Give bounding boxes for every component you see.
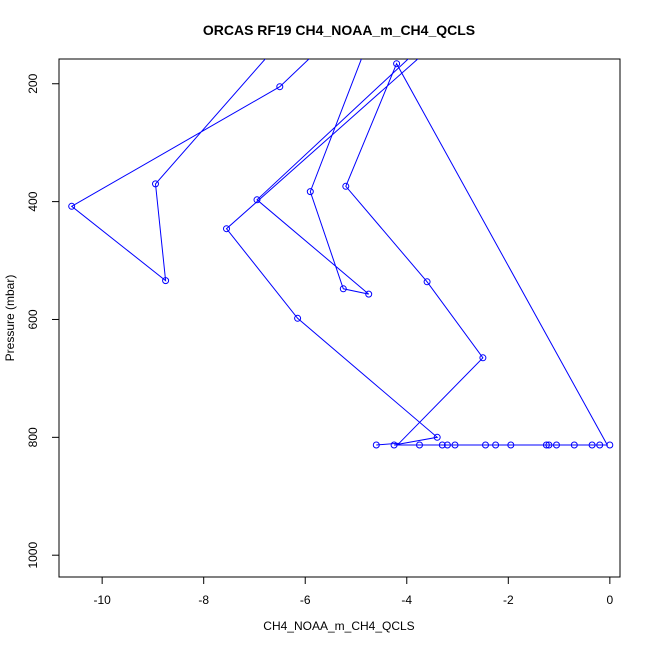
data-point	[545, 441, 553, 449]
data-point	[393, 60, 401, 68]
data-points	[68, 60, 614, 449]
series-line-3	[225, 59, 609, 446]
data-point	[443, 441, 451, 449]
y-tick-label: 400	[26, 191, 40, 211]
x-axis: -10 -8 -6 -4 -2 0	[93, 577, 614, 607]
x-tick-label: -10	[93, 593, 111, 607]
data-point	[606, 441, 614, 449]
y-axis: 200 400 600 800 1000	[26, 73, 59, 569]
y-tick-label: 1000	[26, 542, 40, 569]
data-point	[451, 441, 459, 449]
data-point	[223, 225, 230, 233]
data-point	[372, 441, 380, 449]
series-lines	[70, 59, 609, 446]
y-tick-label: 200	[26, 73, 40, 93]
data-point	[433, 433, 441, 441]
x-axis-label: CH4_NOAA_m_CH4_QCLS	[263, 619, 414, 633]
data-point	[162, 277, 170, 285]
y-tick-label: 800	[26, 427, 40, 447]
data-point	[276, 83, 284, 91]
series-line-1	[70, 59, 310, 282]
data-point	[542, 441, 550, 449]
data-point	[438, 441, 446, 449]
data-point	[152, 180, 159, 188]
data-point	[294, 314, 302, 322]
data-point	[342, 182, 350, 190]
x-tick-label: -8	[198, 593, 209, 607]
data-point	[507, 441, 515, 449]
y-axis-label: Pressure (mbar)	[3, 275, 17, 362]
data-point	[68, 202, 76, 210]
data-point	[492, 441, 500, 449]
data-point	[553, 441, 560, 449]
data-point	[253, 196, 261, 204]
plot-frame	[58, 58, 621, 578]
data-point	[570, 441, 578, 449]
data-point	[365, 290, 373, 298]
x-tick-label: 0	[607, 593, 614, 607]
x-tick-label: -2	[503, 593, 514, 607]
data-point	[479, 354, 487, 362]
x-tick-label: -6	[300, 593, 311, 607]
data-point	[390, 441, 398, 449]
data-point	[596, 441, 604, 449]
chart-title: ORCAS RF19 CH4_NOAA_m_CH4_QCLS	[203, 22, 475, 38]
x-tick-label: -4	[401, 593, 412, 607]
series-line-2	[256, 59, 409, 295]
data-point	[588, 441, 596, 449]
data-point	[339, 285, 347, 293]
data-point	[306, 188, 314, 196]
data-point	[423, 278, 431, 286]
data-point	[482, 441, 489, 449]
data-point	[416, 441, 423, 449]
y-tick-label: 600	[26, 309, 40, 329]
